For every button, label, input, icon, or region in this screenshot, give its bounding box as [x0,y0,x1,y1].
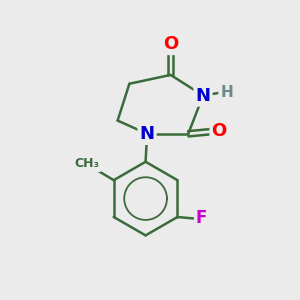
Text: O: O [212,122,227,140]
Text: H: H [220,85,233,100]
Text: N: N [140,125,154,143]
Text: N: N [196,86,211,104]
Text: O: O [163,35,178,53]
Text: CH₃: CH₃ [75,158,100,170]
Text: F: F [196,209,207,227]
